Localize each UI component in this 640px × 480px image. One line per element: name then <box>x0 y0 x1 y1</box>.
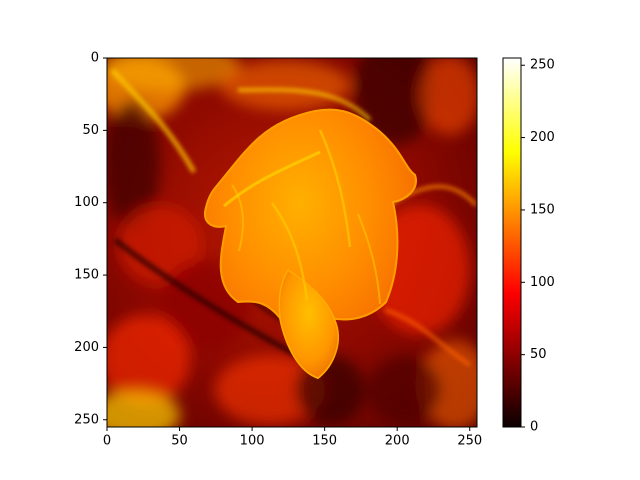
x-tick-label: 200 <box>385 434 410 449</box>
x-tick-label: 50 <box>171 434 188 449</box>
colorbar-tick-label: 150 <box>530 202 555 217</box>
y-axis: 0 50 100 150 200 250 <box>74 51 107 427</box>
y-tick-label: 150 <box>74 268 99 283</box>
colorbar-gradient <box>502 57 522 428</box>
heatmap-image-area <box>106 57 478 428</box>
colorbar-axis: 0 50 100 150 200 250 <box>521 58 555 435</box>
x-tick-label: 0 <box>103 434 111 449</box>
x-tick-label: 100 <box>240 434 265 449</box>
y-tick-label: 200 <box>74 340 99 355</box>
leaf-shape <box>203 108 417 380</box>
colorbar-tick-label: 50 <box>530 347 547 362</box>
colorbar <box>502 57 522 428</box>
colorbar-tick-label: 0 <box>530 420 538 435</box>
x-axis: 0 50 100 150 200 250 <box>103 427 482 449</box>
plot-frame <box>106 57 478 428</box>
y-tick-label: 0 <box>91 51 99 66</box>
x-tick-label: 150 <box>312 434 337 449</box>
x-tick-label: 250 <box>457 434 482 449</box>
colorbar-tick-label: 200 <box>530 130 555 145</box>
colorbar-tick-label: 250 <box>530 58 555 73</box>
y-tick-label: 50 <box>82 123 99 138</box>
colorbar-tick-label: 100 <box>530 275 555 290</box>
y-tick-label: 250 <box>74 412 99 427</box>
y-tick-label: 100 <box>74 195 99 210</box>
